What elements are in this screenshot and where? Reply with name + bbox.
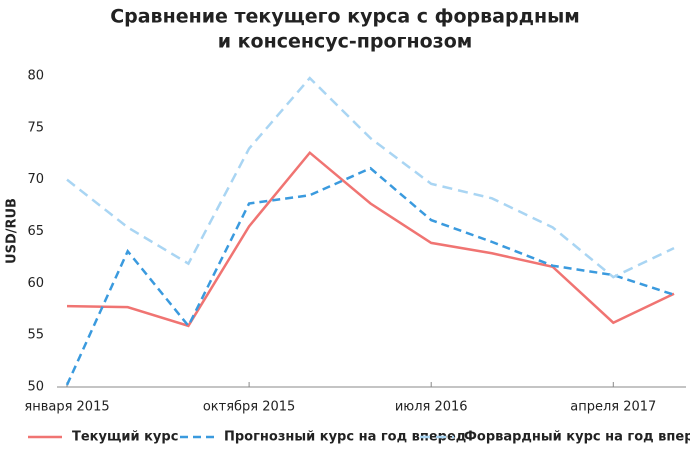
x-tick-label: июля 2016 <box>395 400 468 415</box>
legend-label: Форвардный курс на год вперед <box>464 430 690 445</box>
y-axis-label: USD/RUB <box>5 198 20 264</box>
x-tick-label: октября 2015 <box>203 400 296 415</box>
x-tick-label: января 2015 <box>24 400 109 415</box>
chart-title: и консенсус-прогнозом <box>218 31 473 53</box>
y-tick-label: 65 <box>27 224 44 239</box>
series-line <box>66 76 675 279</box>
y-tick-label: 70 <box>27 172 44 187</box>
y-tick-label: 75 <box>27 120 44 135</box>
legend-label: Текущий курс <box>72 430 178 445</box>
y-tick-label: 50 <box>27 380 44 395</box>
y-tick-label: 80 <box>27 69 44 84</box>
y-tick-label: 55 <box>27 328 44 343</box>
x-tick-label: апреля 2017 <box>570 400 656 415</box>
chart-title: Сравнение текущего курса с форвардным <box>110 6 580 28</box>
legend-label: Прогнозный курс на год вперед <box>224 430 466 445</box>
y-tick-label: 60 <box>27 276 44 291</box>
series-line <box>65 166 675 386</box>
series-line <box>66 150 675 328</box>
